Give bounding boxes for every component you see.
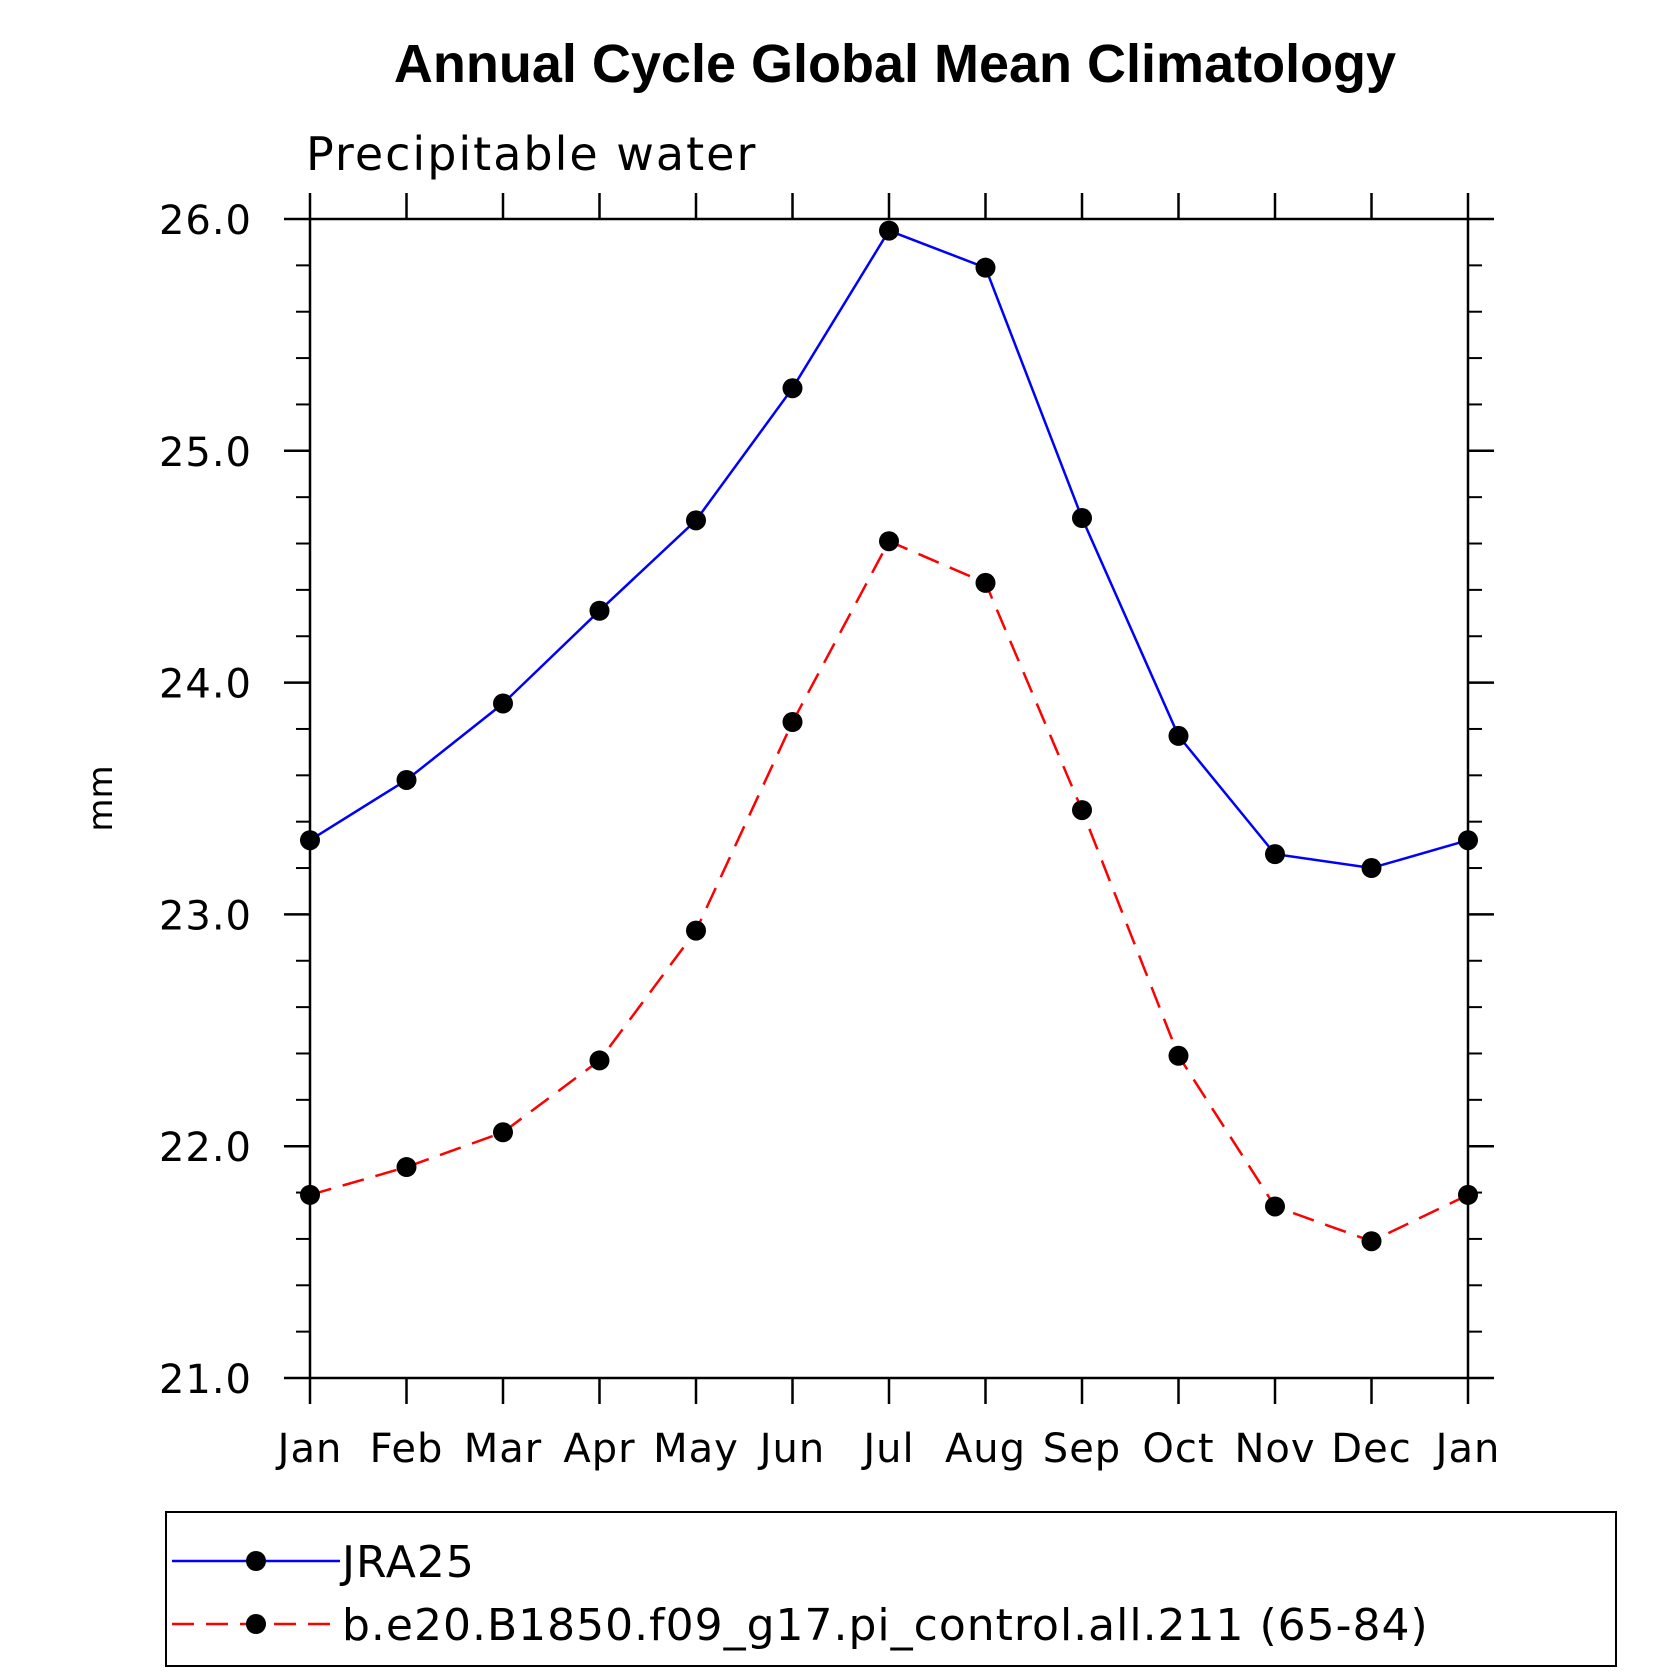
series-2-point xyxy=(975,572,996,593)
series-1-point xyxy=(1361,858,1382,879)
x-tick-label: Feb xyxy=(370,1426,444,1472)
legend-marker-1 xyxy=(246,1551,266,1571)
series-1-point xyxy=(493,693,513,714)
chart-title: Annual Cycle Global Mean Climatology xyxy=(394,34,1396,94)
y-tick-label: 26.0 xyxy=(159,198,252,244)
series-2-point xyxy=(300,1184,320,1205)
series-2-point xyxy=(589,1050,610,1071)
series-2-point xyxy=(686,920,706,941)
series-2-point xyxy=(782,712,803,733)
series-line-2 xyxy=(309,539,1469,1243)
y-tick-label: 24.0 xyxy=(159,662,252,708)
series-1-point xyxy=(1458,830,1478,851)
series-2-point xyxy=(879,531,899,552)
series-1-point xyxy=(396,769,417,790)
series-1-point xyxy=(1265,844,1285,865)
x-tick-label: Mar xyxy=(464,1426,542,1472)
legend-marker-2 xyxy=(246,1614,266,1634)
y-tick-label: 25.0 xyxy=(159,430,252,476)
x-tick-label: Sep xyxy=(1043,1426,1121,1472)
series-1-point xyxy=(1072,508,1092,529)
x-tick-label: Nov xyxy=(1234,1426,1315,1472)
x-tick-label: May xyxy=(653,1426,739,1472)
legend-label-2: b.e20.B1850.f09_g17.pi_control.all.211 (… xyxy=(342,1600,1429,1651)
series-1-point xyxy=(975,257,996,278)
series-1-point xyxy=(300,830,320,851)
x-tick-label: Dec xyxy=(1331,1426,1411,1472)
series-2-point xyxy=(1361,1231,1382,1252)
x-tick-label: Jan xyxy=(1433,1426,1501,1472)
series-1-point xyxy=(686,510,706,531)
series-2-point xyxy=(1458,1184,1478,1205)
chart-subtitle: Precipitable water xyxy=(306,127,757,181)
series-1-point xyxy=(589,600,610,621)
plot-frame xyxy=(308,217,1470,1380)
x-tick-label: Jul xyxy=(860,1426,914,1472)
y-tick-label: 22.0 xyxy=(159,1125,252,1171)
series-layer xyxy=(300,220,1478,1252)
axes: Jan Feb Mar Apr May Jun Jul Aug Sep Oct Nov Dec Jan 2… xyxy=(159,193,1501,1472)
x-tick-label: Apr xyxy=(563,1426,635,1472)
series-1-point xyxy=(879,220,899,241)
legend-box xyxy=(165,1511,1617,1667)
series-2-point xyxy=(1168,1045,1189,1066)
x-tick-label: Jun xyxy=(757,1426,826,1472)
y-axis-label: mm xyxy=(81,765,121,831)
x-tick-label: Oct xyxy=(1142,1426,1214,1472)
series-2-point xyxy=(396,1157,417,1178)
legend-label-1: JRA25 xyxy=(339,1537,475,1588)
series-2-point xyxy=(1072,800,1092,821)
series-1-point xyxy=(1168,725,1189,746)
x-tick-label: Jan xyxy=(275,1426,343,1472)
series-1-point xyxy=(782,378,803,399)
legend: JRA25 b.e20.B1850.f09_g17.pi_control.all.… xyxy=(165,1511,1617,1667)
series-2-point xyxy=(493,1122,513,1143)
x-tick-label: Aug xyxy=(945,1426,1026,1472)
series-2-point xyxy=(1265,1196,1285,1217)
y-tick-label: 21.0 xyxy=(159,1357,252,1403)
y-tick-label: 23.0 xyxy=(159,893,252,939)
